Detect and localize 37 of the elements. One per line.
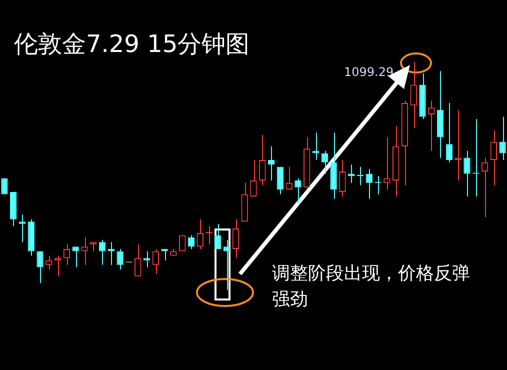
annotation: 1099.29 [344, 65, 394, 80]
candlestick [72, 246, 79, 268]
chart-title: 伦敦金7.29 15分钟图 [14, 29, 250, 60]
candlestick [223, 239, 230, 290]
annotation: 调整阶段出现，价格反弹强劲 [272, 262, 471, 312]
candlestick [81, 237, 88, 266]
candlestick [214, 223, 222, 250]
candlestick [339, 160, 346, 198]
candlestick [36, 250, 44, 284]
candlestick [446, 102, 453, 163]
candlestick [134, 244, 142, 277]
candlestick [348, 164, 355, 184]
candlestick [294, 178, 302, 204]
candlestick [232, 218, 240, 259]
candlestick [250, 160, 257, 198]
candlestick [321, 150, 328, 174]
candlestick [356, 166, 364, 186]
candlestick [366, 168, 372, 200]
candlestick [196, 218, 204, 250]
candlestick [286, 166, 292, 190]
candlestick [481, 157, 488, 218]
candlestick [384, 136, 390, 190]
candlestick [410, 62, 417, 129]
candlestick [54, 255, 62, 277]
candlestick [143, 250, 150, 268]
candlestick [464, 150, 470, 198]
candlestick [276, 166, 284, 195]
candlestick [46, 255, 52, 270]
candlestick [499, 116, 506, 161]
candlestick [18, 214, 26, 243]
candlestick [259, 134, 266, 186]
candlestick [268, 146, 275, 182]
candlestick [98, 239, 106, 266]
candlestick [428, 100, 435, 152]
candlestick [490, 130, 497, 186]
candlestick [116, 248, 124, 270]
candlestick [152, 248, 159, 275]
